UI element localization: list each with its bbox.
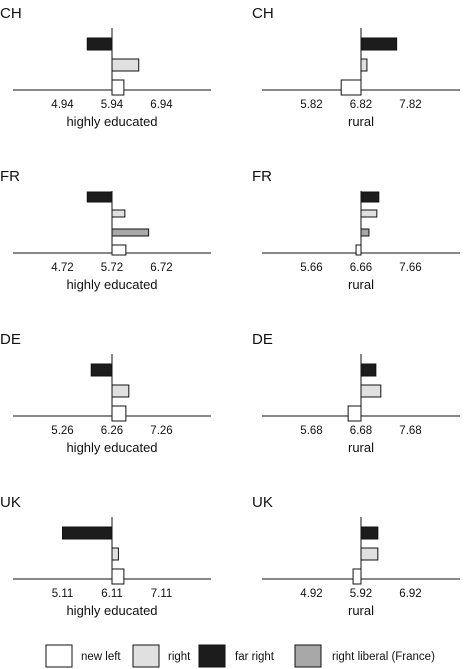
bar-fr-rural-far-right — [360, 191, 380, 203]
tick-label-fr-rural: 7.66 — [399, 262, 421, 274]
bar-de-rural-right — [360, 384, 382, 398]
tick-label-ch-rural: 5.82 — [300, 99, 322, 111]
bar-fr-rural-right — [360, 209, 378, 218]
legend-label-far-right: far right — [235, 651, 275, 663]
bar-uk-highly-educated-far-right — [62, 526, 113, 540]
bar-de-highly-educated-far-right — [90, 363, 113, 377]
legend-label-new-left: new left — [81, 651, 121, 663]
tick-label-de-rural: 6.68 — [350, 425, 372, 437]
axis-title-ch-rural: rural — [348, 114, 374, 129]
bar-fr-rural-right-liberal-france — [360, 228, 370, 237]
tick-label-uk-rural: 6.92 — [399, 588, 421, 600]
tick-label-uk-highly-educated: 5.11 — [52, 588, 74, 600]
panel-country-label: FR — [0, 168, 20, 185]
legend-label-right-liberal-france: right liberal (France) — [332, 651, 435, 663]
tick-label-de-rural: 7.68 — [399, 425, 421, 437]
panel-country-label: DE — [252, 331, 273, 348]
legend-swatch-right — [132, 644, 160, 668]
legend-swatch-new-left — [45, 644, 73, 668]
bar-ch-rural-far-right — [360, 37, 398, 51]
bar-ch-highly-educated-right — [111, 58, 140, 72]
axis-title-uk-highly-educated: highly educated — [66, 603, 157, 618]
axis-title-ch-highly-educated: highly educated — [66, 114, 157, 129]
tick-label-ch-rural: 6.82 — [350, 99, 372, 111]
bar-fr-highly-educated-new-left — [111, 244, 127, 256]
panel-country-label: FR — [252, 168, 272, 185]
tick-label-fr-rural: 6.66 — [350, 262, 372, 274]
bar-de-rural-far-right — [360, 363, 377, 377]
panel-country-label: UK — [0, 494, 21, 511]
tick-label-ch-rural: 7.82 — [399, 99, 421, 111]
bar-fr-highly-educated-far-right — [86, 191, 113, 203]
bar-uk-rural-right — [360, 547, 379, 561]
bar-de-rural-new-left — [347, 405, 362, 422]
bar-ch-highly-educated-far-right — [86, 37, 113, 51]
tick-label-ch-highly-educated: 4.94 — [51, 99, 74, 111]
tick-label-ch-highly-educated: 5.94 — [101, 99, 124, 111]
bar-ch-highly-educated-new-left — [111, 79, 125, 96]
bar-fr-highly-educated-right-liberal-france — [111, 228, 150, 237]
legend-swatch-far-right — [198, 644, 226, 668]
tick-label-uk-highly-educated: 7.11 — [151, 588, 173, 600]
tick-label-uk-highly-educated: 6.11 — [101, 588, 123, 600]
bar-ch-rural-right — [360, 58, 368, 72]
tick-label-fr-highly-educated: 5.72 — [101, 262, 123, 274]
tick-label-fr-rural: 5.66 — [300, 262, 322, 274]
legend-label-right: right — [168, 651, 191, 663]
tick-label-ch-highly-educated: 6.94 — [150, 99, 173, 111]
tick-label-uk-rural: 4.92 — [300, 588, 322, 600]
panel-country-label: CH — [252, 5, 274, 22]
bar-de-highly-educated-right — [111, 384, 130, 398]
tick-label-de-highly-educated: 7.26 — [150, 425, 172, 437]
tick-label-fr-highly-educated: 6.72 — [150, 262, 172, 274]
panel-country-label: CH — [0, 5, 22, 22]
tick-label-fr-highly-educated: 4.72 — [51, 262, 73, 274]
bar-ch-rural-new-left — [340, 79, 362, 96]
tick-label-de-rural: 5.68 — [300, 425, 322, 437]
panel-country-label: DE — [0, 331, 21, 348]
tick-label-uk-rural: 5.92 — [350, 588, 372, 600]
tick-label-de-highly-educated: 5.26 — [51, 425, 73, 437]
axis-title-uk-rural: rural — [348, 603, 374, 618]
bar-uk-highly-educated-right — [111, 547, 119, 561]
bar-uk-rural-far-right — [360, 526, 379, 540]
panel-country-label: UK — [252, 494, 273, 511]
bar-uk-highly-educated-new-left — [111, 568, 125, 585]
axis-title-fr-highly-educated: highly educated — [66, 277, 157, 292]
bar-uk-rural-new-left — [352, 568, 362, 585]
bar-fr-highly-educated-right — [111, 209, 126, 218]
bar-fr-rural-new-left — [355, 244, 362, 256]
tick-label-de-highly-educated: 6.26 — [101, 425, 123, 437]
legend-swatch-right-liberal-france — [294, 644, 322, 668]
bar-de-highly-educated-new-left — [111, 405, 127, 422]
axis-title-de-rural: rural — [348, 440, 374, 455]
axis-title-de-highly-educated: highly educated — [66, 440, 157, 455]
axis-title-fr-rural: rural — [348, 277, 374, 292]
